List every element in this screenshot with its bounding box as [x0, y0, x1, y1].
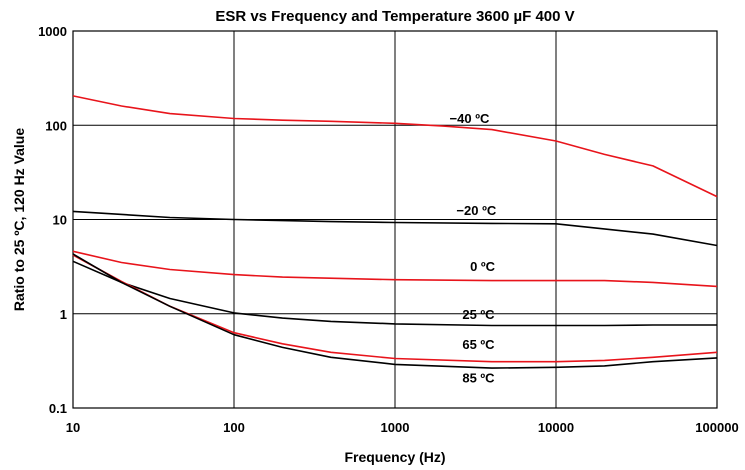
y-axis-title: Ratio to 25 ºC, 120 Hz Value — [11, 128, 27, 311]
series-labels: −40 ºC −20 ºC 0 ºC 25 ºC 65 ºC 85 ºC — [450, 111, 497, 386]
x-tick-label: 100 — [223, 420, 245, 435]
series-line-5 — [72, 253, 718, 369]
y-tick-label: 1000 — [38, 24, 67, 39]
x-tick-label: 10000 — [538, 420, 574, 435]
x-axis-title: Frequency (Hz) — [344, 449, 445, 465]
series-label-5: 85 ºC — [462, 371, 495, 386]
x-tick-label: 100000 — [695, 420, 738, 435]
series-label-1: −20 ºC — [456, 203, 496, 218]
x-tick-label: 1000 — [381, 420, 410, 435]
series-line-3 — [72, 260, 717, 327]
series-layer — [72, 95, 718, 369]
series-label-0: −40 ºC — [450, 111, 490, 126]
series-line-0 — [72, 95, 718, 198]
series-label-2: 0 ºC — [470, 259, 496, 274]
series-label-3: 25 ºC — [462, 307, 495, 322]
y-tick-label: 0.1 — [49, 401, 67, 416]
series-line-1 — [72, 210, 718, 247]
plot-frame — [72, 30, 718, 409]
series-line-2 — [72, 250, 718, 288]
x-tick-label: 10 — [66, 420, 80, 435]
y-tick-label: 100 — [45, 118, 67, 133]
y-tick-label: 1 — [60, 307, 67, 322]
series-label-4: 65 ºC — [462, 337, 495, 352]
chart-title: ESR vs Frequency and Temperature 3600 µF… — [215, 8, 574, 25]
y-tick-label: 10 — [53, 213, 67, 228]
grid-lines — [72, 30, 718, 409]
tick-labels: 10 100 1000 10000 100000 1000 100 10 1 0.1 — [38, 24, 739, 435]
